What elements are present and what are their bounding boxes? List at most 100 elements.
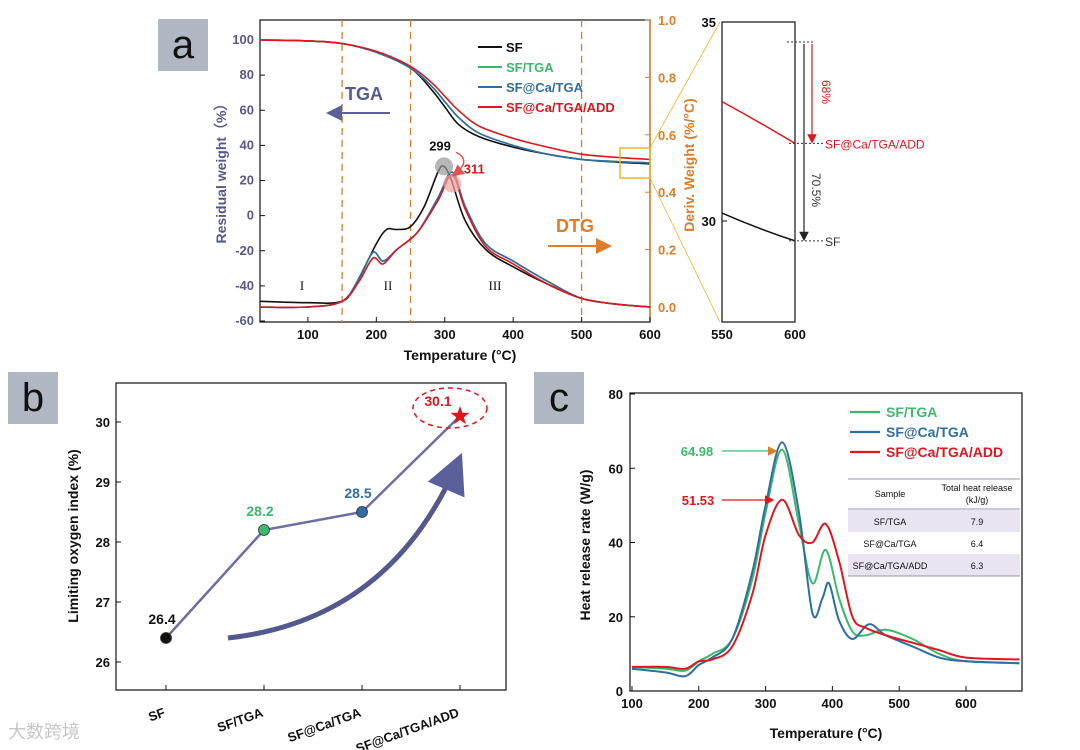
tga-annotation: TGA — [345, 84, 383, 104]
y-tick-label-right: 0.0 — [658, 300, 676, 315]
table-row-bg — [848, 554, 1020, 576]
zoom-pct-top: 68% — [819, 80, 833, 104]
hrr-peak-label-add: 51.53 — [682, 493, 715, 508]
panel-a-xlabel: Temperature (°C) — [404, 347, 517, 363]
y-tick-label-left: -20 — [235, 243, 254, 258]
hrr-line-sfcatga — [631, 441, 1020, 678]
loi-value-label: 26.4 — [148, 611, 175, 627]
c-legend-label: SF@Ca/TGA — [886, 424, 969, 440]
loi-value-label: 28.5 — [344, 485, 371, 501]
panel-c-xlabel: Temperature (°C) — [770, 725, 883, 741]
zoom-x-tick-label: 550 — [711, 327, 733, 342]
c-y-tick-label: 20 — [609, 610, 623, 625]
table-cell-sample: SF/TGA — [874, 517, 907, 527]
zoom-label-add: SF@Ca/TGA/ADD — [825, 137, 925, 151]
hrr-peak-label-tga: 64.98 — [681, 444, 714, 459]
y-tick-label-left: 0 — [247, 208, 254, 223]
y-tick-label-right: 0.4 — [658, 185, 677, 200]
y-tick-label-right: 0.8 — [658, 70, 676, 85]
y-tick-label-left: 100 — [232, 32, 254, 47]
panel-c-label: c — [534, 372, 584, 424]
b-x-tick-label: SF — [146, 705, 167, 725]
zoom-label-sf: SF — [825, 235, 840, 249]
loi-value-label: 28.2 — [246, 503, 273, 519]
zoom-frame — [721, 21, 796, 323]
c-x-tick-label: 400 — [822, 696, 844, 711]
panel-a-ylabel-right: Deriv. Weight (%/°C) — [681, 98, 697, 231]
peak-marker-add — [443, 174, 462, 193]
panel-b-frame — [115, 382, 507, 691]
loi-line — [165, 417, 459, 639]
loi-highlight-ellipse — [412, 387, 488, 429]
stage-label-iii: III — [489, 278, 502, 293]
peak-label-311: 311 — [464, 162, 485, 177]
b-y-tick-label: 28 — [96, 535, 110, 550]
zoom-x-tick-label: 600 — [784, 327, 806, 342]
watermark: 大数跨境 — [8, 722, 80, 743]
c-y-tick-label: 60 — [609, 461, 623, 476]
table-cell-sample: SF@Ca/TGA — [863, 539, 916, 549]
b-x-tick-label: SF@Ca/TGA — [286, 705, 364, 746]
panel-a-label: a — [158, 19, 208, 71]
table-header-thr: Total heat release — [941, 483, 1012, 493]
table-cell-value: 6.4 — [971, 539, 984, 549]
peak-marker-sf — [435, 157, 454, 176]
table-cell-sample: SF@Ca/TGA/ADD — [853, 561, 928, 571]
x-tick-label: 200 — [365, 327, 387, 342]
y-tick-label-left: -60 — [235, 313, 254, 328]
c-x-tick-label: 600 — [955, 696, 977, 711]
peak-label-299: 299 — [429, 138, 451, 153]
zoom-line-sf — [721, 212, 796, 242]
c-y-tick-label: 80 — [609, 387, 623, 402]
x-tick-label: 600 — [639, 327, 661, 342]
c-legend-label: SF@Ca/TGA/ADD — [886, 444, 1003, 460]
x-tick-label: 100 — [297, 327, 319, 342]
zoom-connector-bottom — [649, 177, 721, 323]
zoom-y-tick-label: 30 — [702, 214, 716, 229]
c-x-tick-label: 100 — [621, 696, 643, 711]
c-x-tick-label: 200 — [688, 696, 710, 711]
b-x-tick-label: SF@Ca/TGA/ADD — [354, 705, 461, 750]
c-y-tick-label: 40 — [609, 536, 623, 551]
c-y-tick-label: 0 — [616, 684, 623, 699]
hrr-line-sfcatgaadd — [631, 498, 1020, 670]
loi-point-star — [450, 406, 470, 425]
x-tick-label: 300 — [434, 327, 456, 342]
panel-a-frame — [259, 19, 651, 323]
loi-point — [356, 506, 368, 518]
zoom-pct-bottom: 70.5% — [809, 173, 823, 207]
zoom-connector-top — [649, 21, 721, 149]
table-header-unit: (kJ/g) — [966, 495, 989, 505]
b-y-tick-label: 29 — [96, 475, 110, 490]
loi-point — [160, 632, 172, 644]
b-x-tick-label: SF/TGA — [215, 705, 265, 736]
x-tick-label: 500 — [571, 327, 593, 342]
table-cell-value: 7.9 — [971, 517, 984, 527]
b-y-tick-label: 30 — [96, 415, 110, 430]
dtg-annotation: DTG — [556, 216, 594, 236]
y-tick-label-right: 1.0 — [658, 13, 676, 28]
tga-line-sfcatgaadd — [259, 39, 651, 161]
panel-a-ylabel-left: Residual weight（%） — [213, 96, 229, 243]
y-tick-label-right: 0.6 — [658, 128, 676, 143]
panel-b-ylabel: Limiting oxygen index (%) — [65, 449, 81, 622]
zoom-y-tick-label: 35 — [702, 15, 716, 30]
y-tick-label-left: 40 — [240, 137, 254, 152]
legend-label: SF@Ca/TGA — [506, 80, 584, 95]
panel-b-label: b — [8, 372, 58, 424]
table-row-bg — [848, 510, 1020, 532]
b-y-tick-label: 26 — [96, 655, 110, 670]
trend-arrow — [227, 452, 465, 641]
y-tick-label-left: 80 — [240, 67, 254, 82]
c-x-tick-label: 500 — [888, 696, 910, 711]
y-tick-label-left: 60 — [240, 102, 254, 117]
legend-label: SF@Ca/TGA/ADD — [506, 100, 615, 115]
peak-shift-arrow — [451, 151, 466, 177]
y-tick-label-right: 0.2 — [658, 243, 676, 258]
zoom-box — [619, 147, 651, 179]
stage-label-i: I — [300, 278, 304, 293]
c-legend-label: SF/TGA — [886, 404, 937, 420]
dtg-line-sfcatgaadd — [259, 174, 651, 309]
loi-value-label: 30.1 — [424, 393, 451, 409]
